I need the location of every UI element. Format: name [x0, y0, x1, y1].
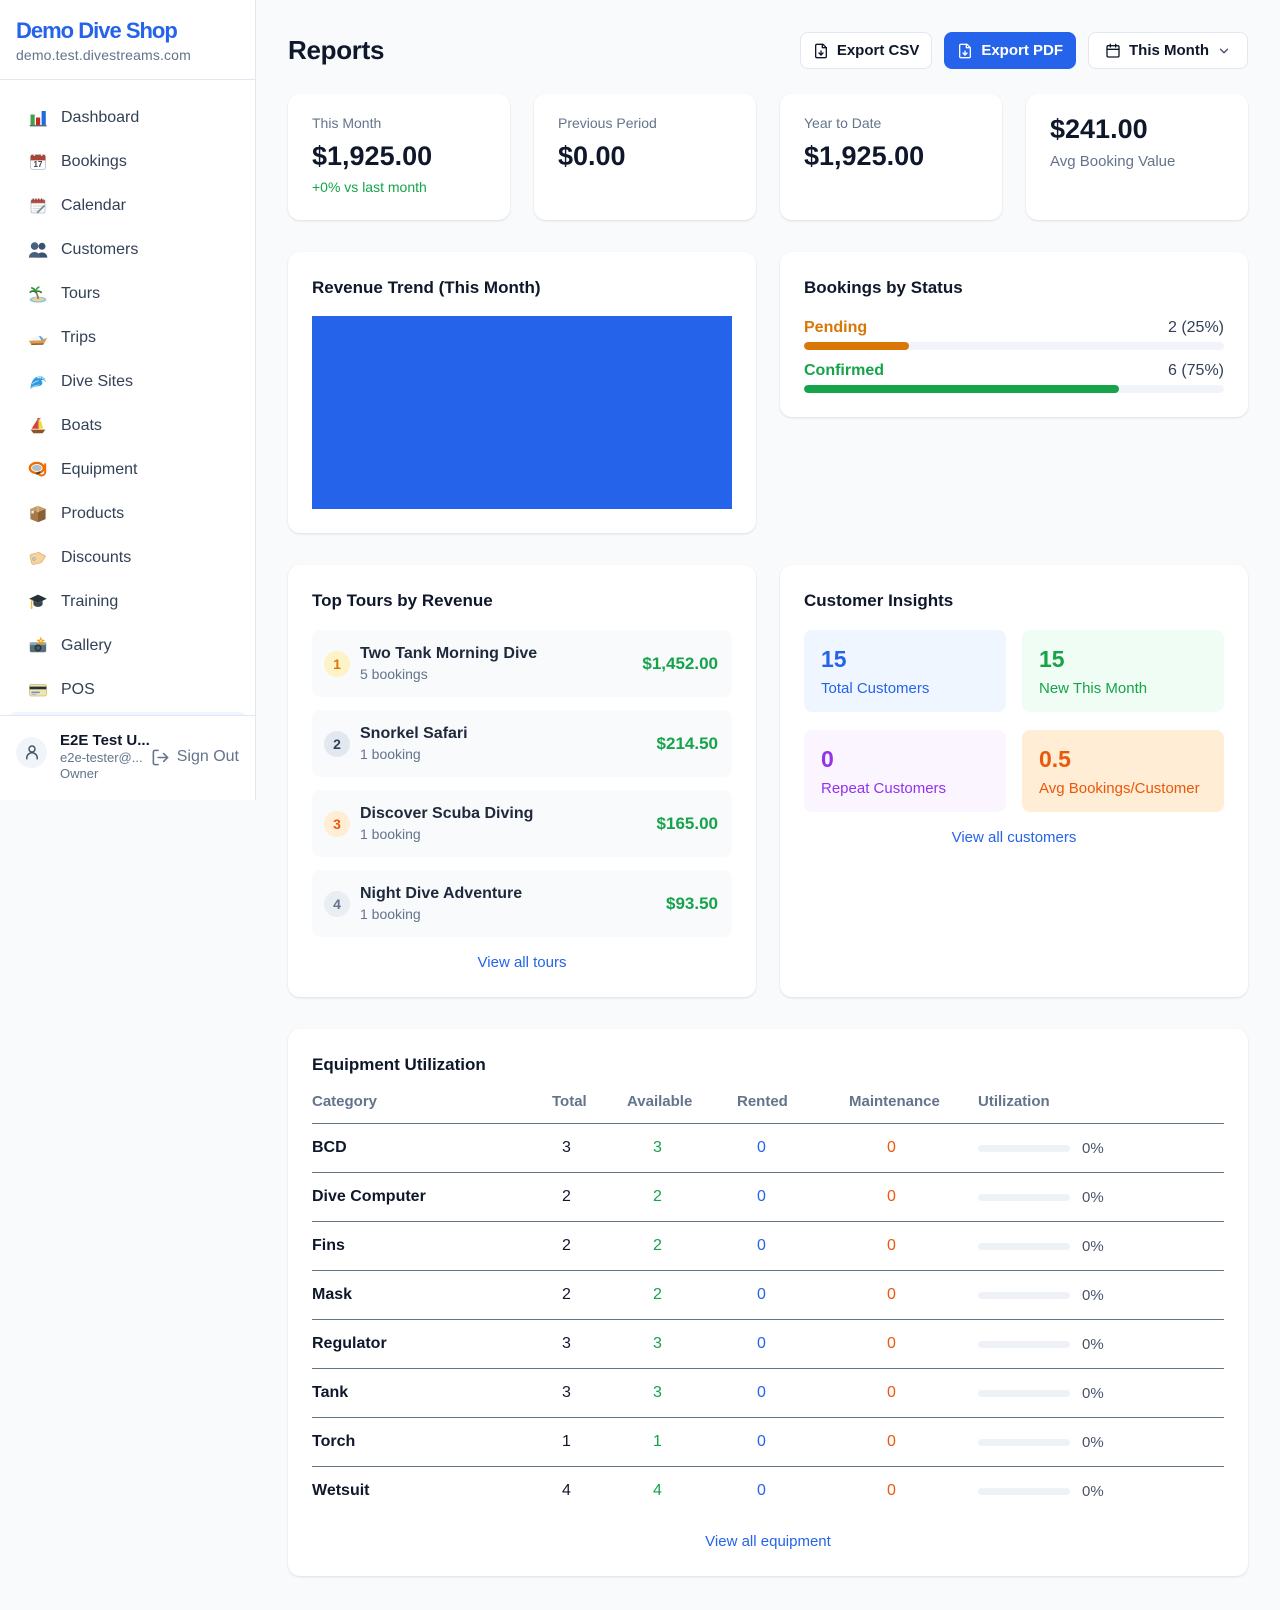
svg-text:17: 17: [34, 160, 43, 169]
